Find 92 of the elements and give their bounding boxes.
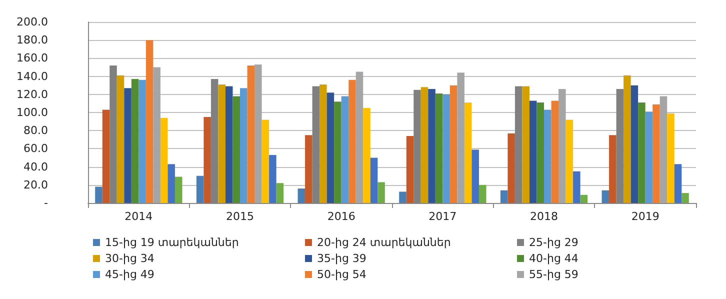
x-tick-label: 2015 [226, 210, 254, 223]
bar [551, 100, 559, 203]
y-tick-label: 200.0 [16, 16, 48, 28]
bar [558, 88, 566, 203]
bar [442, 94, 450, 203]
bar [305, 135, 312, 203]
bar [348, 80, 356, 203]
bar [276, 183, 284, 203]
bar [240, 88, 248, 203]
y-tick-label: 80.0 [24, 124, 48, 138]
x-tick-label: 2016 [327, 210, 356, 223]
y-tick-label: 160.0 [16, 52, 48, 65]
bar [624, 75, 631, 203]
bar [428, 88, 436, 203]
bar [370, 158, 378, 203]
y-tick-label: 20.0 [24, 178, 48, 192]
bar [529, 100, 537, 203]
y-tick-label: 120.0 [16, 88, 48, 101]
bar [95, 186, 102, 203]
y-tick-label: 40.0 [24, 160, 48, 174]
bar [660, 96, 668, 203]
bar [160, 118, 168, 203]
legend-label: 30-ից 34 [105, 252, 154, 265]
bar [674, 164, 682, 203]
bar [500, 190, 508, 203]
bar [153, 67, 160, 203]
bar [326, 92, 334, 203]
bar [138, 80, 146, 203]
x-tick-label: 2014 [124, 210, 153, 223]
bar [573, 171, 580, 203]
y-tick-label: - [44, 196, 48, 210]
bar [298, 188, 306, 203]
legend-label: 55-ից 59 [529, 268, 578, 281]
bar [124, 88, 132, 203]
bar [174, 176, 182, 203]
bar [457, 72, 464, 203]
bar [254, 64, 262, 203]
bar [536, 102, 544, 203]
legend-label: 40-ից 44 [529, 252, 578, 265]
bar [609, 135, 616, 203]
legend-label: 45-ից 49 [105, 268, 154, 281]
bar [522, 86, 530, 203]
bar [146, 40, 154, 203]
bar [508, 133, 515, 203]
legend-label: 50-ից 54 [317, 268, 366, 281]
bar [645, 112, 653, 203]
legend-label: 20-ից 24 տարեկաններ [317, 236, 451, 249]
bar [225, 86, 233, 203]
bar [435, 93, 443, 203]
bar [378, 182, 385, 203]
bar [334, 102, 342, 203]
bar [667, 113, 674, 203]
bar [269, 155, 276, 203]
bar [652, 104, 660, 203]
bar [450, 85, 458, 203]
bar [218, 84, 226, 203]
bar [262, 120, 270, 203]
bar [204, 117, 211, 203]
bar [478, 184, 486, 203]
x-tick-label: 2017 [428, 210, 457, 223]
bar [247, 65, 255, 203]
bar [580, 194, 588, 203]
bar [630, 85, 638, 203]
x-tick-label: 2019 [631, 210, 660, 223]
legend-label: 25-ից 29 [529, 236, 578, 249]
bar [472, 150, 479, 203]
bar [464, 102, 472, 203]
bar [544, 110, 552, 203]
x-tick-label: 2018 [530, 210, 558, 223]
bar [638, 102, 646, 203]
bar [356, 72, 364, 203]
bar [406, 136, 414, 203]
y-tick-label: 140.0 [16, 70, 48, 83]
bar [131, 79, 139, 203]
y-tick-label: 180.0 [16, 34, 48, 47]
legend-label: 15-ից 19 տարեկաններ [105, 236, 239, 249]
bar [116, 75, 124, 203]
bar [232, 96, 240, 203]
bar [196, 176, 204, 203]
y-tick-label: 100.0 [16, 106, 48, 119]
bar [420, 87, 428, 203]
bar [566, 120, 574, 203]
bar [363, 108, 370, 203]
bar [341, 96, 349, 203]
bar [602, 190, 610, 203]
bar [320, 84, 327, 203]
bar [682, 193, 689, 203]
bar [168, 164, 175, 203]
bar [399, 192, 406, 203]
bar [102, 110, 110, 203]
legend-label: 35-ից 39 [317, 252, 366, 265]
y-tick-label: 60.0 [24, 142, 48, 156]
